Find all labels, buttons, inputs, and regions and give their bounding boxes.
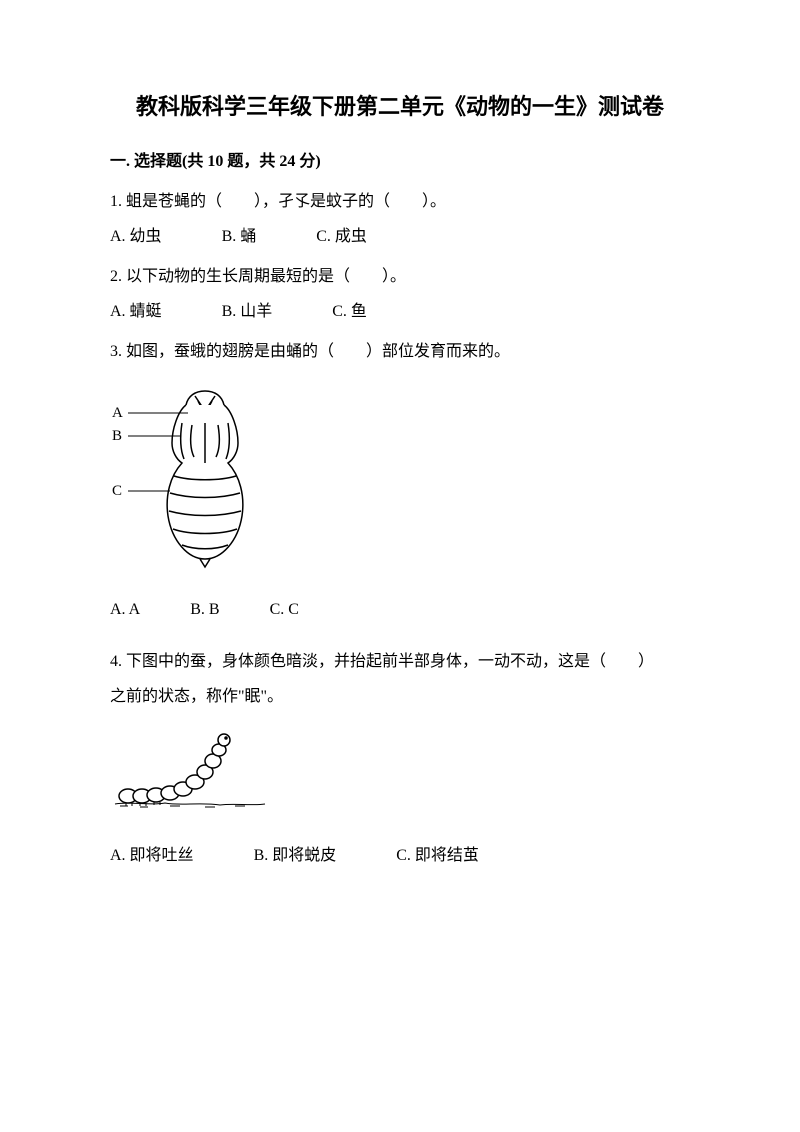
section-header: 一. 选择题(共 10 题，共 24 分) [110,149,690,175]
question-2: 2. 以下动物的生长周期最短的是（ ）。 A. 蜻蜓 B. 山羊 C. 鱼 [110,264,690,325]
q4-text-1: 4. 下图中的蚕，身体颜色暗淡，并抬起前半部身体，一动不动，这是（ ） [110,649,690,675]
q4-options: A. 即将吐丝 B. 即将蜕皮 C. 即将结茧 [110,843,690,869]
q2-opt-c: C. 鱼 [332,299,367,325]
q4-opt-c: C. 即将结茧 [396,843,479,869]
q4-opt-b: B. 即将蜕皮 [254,843,337,869]
q3-opt-a: A. A [110,597,140,623]
q2-opt-b: B. 山羊 [222,299,273,325]
q1-options: A. 幼虫 B. 蛹 C. 成虫 [110,224,690,250]
question-1: 1. 蛆是苍蝇的（ ），孑孓是蚊子的（ ）。 A. 幼虫 B. 蛹 C. 成虫 [110,189,690,250]
q3-opt-c: C. C [270,597,299,623]
pupa-label-c: C [112,483,122,499]
question-4: 4. 下图中的蚕，身体颜色暗淡，并抬起前半部身体，一动不动，这是（ ） 之前的状… [110,649,690,868]
pupa-label-a: A [112,405,123,421]
q4-figure [110,726,690,825]
pupa-diagram-icon: A B C [110,381,290,571]
silkworm-icon [110,726,270,816]
pupa-label-b: B [112,428,122,444]
page-title: 教科版科学三年级下册第二单元《动物的一生》测试卷 [110,90,690,123]
q3-options: A. A B. B C. C [110,597,690,623]
q2-options: A. 蜻蜓 B. 山羊 C. 鱼 [110,299,690,325]
q3-figure: A B C [110,381,690,580]
question-3: 3. 如图，蚕蛾的翅膀是由蛹的（ ）部位发育而来的。 [110,339,690,623]
q3-opt-b: B. B [190,597,219,623]
q1-opt-c: C. 成虫 [316,224,367,250]
q1-opt-b: B. 蛹 [222,224,257,250]
q4-text-2: 之前的状态，称作"眠"。 [110,684,690,710]
q1-text: 1. 蛆是苍蝇的（ ），孑孓是蚊子的（ ）。 [110,189,690,215]
q3-text: 3. 如图，蚕蛾的翅膀是由蛹的（ ）部位发育而来的。 [110,339,690,365]
q2-text: 2. 以下动物的生长周期最短的是（ ）。 [110,264,690,290]
q1-opt-a: A. 幼虫 [110,224,162,250]
q4-opt-a: A. 即将吐丝 [110,843,194,869]
q2-opt-a: A. 蜻蜓 [110,299,162,325]
